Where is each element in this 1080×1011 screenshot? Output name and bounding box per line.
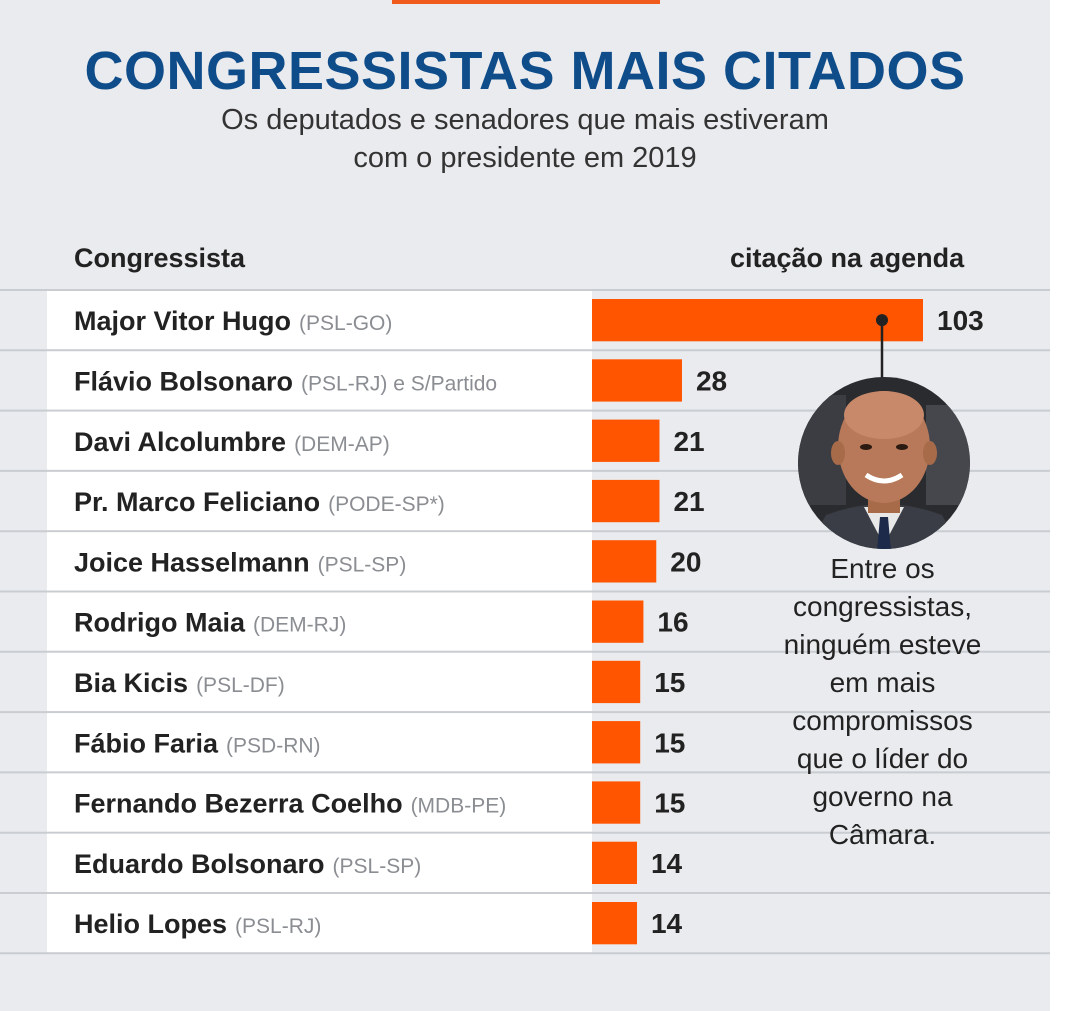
party-label: (PSL-DF) [196, 674, 285, 697]
congressista-name: Davi Alcolumbre (DEM-AP) [74, 427, 390, 457]
congressista-name: Major Vitor Hugo (PSL-GO) [74, 306, 392, 336]
callout-text: Entre os congressistas, ninguém esteve em m… [765, 550, 1000, 854]
callout-line: congressistas, [793, 591, 972, 622]
value-label: 15 [654, 788, 685, 819]
top-accent-bar [392, 0, 660, 4]
congressista-name: Joice Hasselmann (PSL-SP) [74, 547, 406, 577]
callout-line: compromissos [792, 705, 973, 736]
congressista-name-text: Davi Alcolumbre [74, 427, 286, 457]
congressista-name-text: Pr. Marco Feliciano [74, 487, 320, 517]
congressista-name-text: Joice Hasselmann [74, 547, 310, 577]
subtitle-line-1: Os deputados e senadores que mais estive… [221, 104, 829, 136]
chart-subtitle: Os deputados e senadores que mais estive… [0, 101, 1050, 177]
congressista-name-text: Flávio Bolsonaro [74, 366, 293, 396]
party-label: (MDB-PE) [411, 795, 507, 818]
row-background [47, 592, 592, 651]
column-header-congressista: Congressista [74, 243, 246, 273]
bar [592, 600, 644, 643]
bar-chart: Major Vitor Hugo (PSL-GO) 103 Flávio Bolson… [0, 289, 1050, 955]
congressista-name-text: Fernando Bezerra Coelho [74, 789, 403, 819]
congressista-name-text: Eduardo Bolsonaro [74, 849, 325, 879]
row-background [47, 471, 592, 531]
callout-line: governo na [812, 781, 953, 812]
value-label: 20 [670, 546, 701, 577]
chart-title: CONGRESSISTAS MAIS CITADOS [84, 41, 966, 101]
party-label: (DEM-AP) [294, 433, 390, 456]
row-background [47, 894, 592, 953]
row-background [47, 351, 592, 410]
column-header-citacoes: citação na agenda [730, 243, 965, 273]
bar [592, 540, 657, 583]
value-label: 28 [696, 365, 727, 396]
callout-line: Entre os [830, 553, 935, 584]
bar [592, 419, 660, 462]
congressista-name-text: Bia Kicis [74, 668, 188, 698]
value-label: 14 [651, 908, 683, 939]
party-label: (PSL-RJ) e S/Partido [301, 372, 497, 395]
bar [592, 781, 641, 824]
party-label: (PSL-RJ) [235, 915, 321, 938]
callout-dot [876, 314, 888, 327]
row-background [47, 773, 592, 832]
bar [592, 721, 641, 764]
congressista-name-text: Major Vitor Hugo [74, 306, 291, 336]
bar [592, 902, 637, 945]
value-label: 14 [651, 848, 683, 879]
politician-photo [796, 375, 972, 551]
congressista-name: Rodrigo Maia (DEM-RJ) [74, 608, 346, 638]
value-label: 21 [673, 486, 704, 517]
party-label: (PODE-SP*) [328, 493, 445, 516]
row-background [47, 833, 592, 892]
party-label: (PSD-RN) [226, 734, 321, 757]
bar [592, 299, 923, 342]
congressista-name-text: Fábio Faria [74, 728, 219, 758]
party-label: (PSL-SP) [333, 855, 422, 878]
value-label: 15 [654, 667, 685, 698]
party-label: (DEM-RJ) [253, 614, 346, 637]
congressista-name: Flávio Bolsonaro (PSL-RJ) e S/Partido [74, 366, 497, 396]
congressista-name-text: Rodrigo Maia [74, 608, 246, 638]
portrait-avatar-icon [798, 377, 970, 549]
row-background [47, 532, 592, 591]
party-label: (PSL-GO) [299, 312, 392, 335]
congressista-name: Fábio Faria (PSD-RN) [74, 728, 321, 758]
callout-line: ninguém esteve [783, 629, 982, 660]
callout-line: em mais [829, 667, 936, 698]
congressista-name: Fernando Bezerra Coelho (MDB-PE) [74, 789, 506, 819]
subtitle-line-2: com o presidente em 2019 [353, 142, 697, 174]
row-background [47, 291, 592, 350]
callout-line: Câmara. [828, 819, 937, 850]
bar [592, 359, 682, 402]
value-label: 15 [654, 727, 685, 758]
party-label: (PSL-SP) [318, 553, 407, 576]
congressista-name: Pr. Marco Feliciano (PODE-SP*) [74, 487, 445, 517]
value-label: 103 [937, 305, 984, 336]
value-label: 16 [657, 607, 688, 638]
value-label: 21 [673, 426, 704, 457]
bar [592, 479, 660, 523]
row-background [47, 713, 592, 772]
congressista-name-text: Helio Lopes [74, 909, 227, 939]
bar [592, 841, 637, 884]
congressista-name: Helio Lopes (PSL-RJ) [74, 909, 321, 939]
callout-line: que o líder do [796, 743, 969, 774]
row-background [47, 411, 592, 470]
right-margin [1050, 0, 1080, 1011]
congressista-name: Eduardo Bolsonaro (PSL-SP) [74, 849, 421, 879]
row-background [47, 652, 592, 712]
bar [592, 660, 641, 704]
congressista-name: Bia Kicis (PSL-DF) [74, 668, 285, 698]
